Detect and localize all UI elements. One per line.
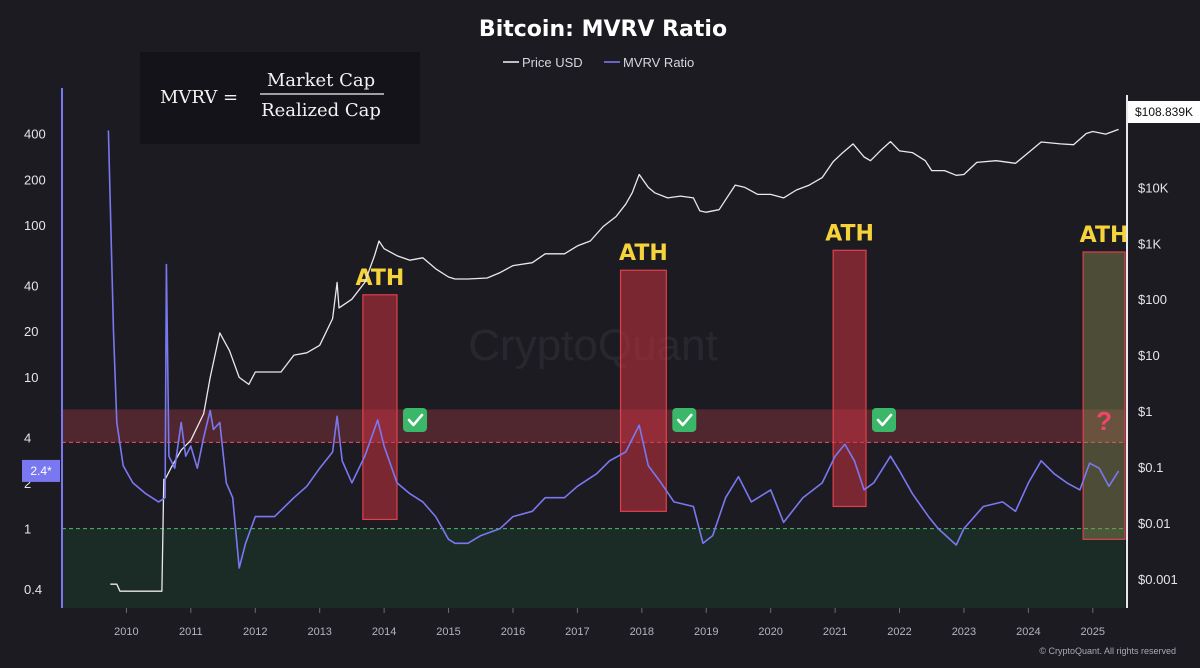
zone-undervalued	[62, 528, 1125, 608]
check-badge	[672, 407, 697, 432]
check-icon	[407, 413, 424, 427]
left-tick-label: 40	[24, 278, 38, 293]
x-tick-label: 2014	[372, 626, 396, 638]
series-layer	[107, 128, 1120, 592]
formula-box: MVRV = Market Cap Realized Cap	[140, 52, 420, 144]
price-series-line	[110, 128, 1119, 592]
left-tick-label: 0.4	[24, 582, 42, 597]
left-tick-label: 2	[24, 476, 31, 491]
axes-layer: 0.4 1 2 4 10 20 40 100 200 400 $0.001 $0.01 $0.1 $1 $1…	[22, 88, 1200, 638]
x-tick-label: 2012	[243, 626, 267, 638]
ath-label: ATH	[825, 221, 874, 246]
formula-numerator: Market Cap	[267, 70, 375, 91]
x-tick-label: 2019	[694, 626, 718, 638]
x-tick-label: 2025	[1081, 626, 1105, 638]
right-tick-label: $100	[1138, 292, 1167, 307]
last-price-tag	[1128, 101, 1200, 123]
watermark: CryptoQuant	[468, 321, 717, 370]
current-mvrv-label: 2.4*	[30, 464, 52, 478]
right-tick-label: $0.01	[1138, 516, 1171, 531]
x-tick-label: 2016	[501, 626, 525, 638]
ath-highlight-box	[832, 249, 867, 508]
right-tick-label: $1	[1138, 404, 1152, 419]
ath-label: ATH	[1080, 223, 1129, 248]
x-tick-label: 2015	[436, 626, 460, 638]
formula-background	[140, 52, 420, 144]
left-tick-label: 20	[24, 324, 38, 339]
zone-overvalued	[62, 409, 1125, 443]
x-tick-label: 2011	[179, 626, 203, 638]
question-mark: ?	[1096, 406, 1112, 436]
check-badge	[403, 407, 428, 432]
formula-denominator: Realized Cap	[261, 100, 381, 121]
x-tick-label: 2020	[758, 626, 782, 638]
x-tick-label: 2017	[565, 626, 589, 638]
formula-lhs: MVRV =	[160, 87, 238, 108]
right-tick-label: $0.1	[1138, 460, 1163, 475]
ath-highlight-box	[619, 269, 667, 512]
check-icon	[876, 413, 893, 427]
current-mvrv-tag	[22, 459, 60, 482]
x-tick-label: 2024	[1016, 626, 1040, 638]
x-tick-label: 2021	[823, 626, 847, 638]
x-tick-label: 2010	[114, 626, 138, 638]
right-tick-label: $0.001	[1138, 572, 1178, 587]
footer-copyright: © CryptoQuant. All rights reserved	[1039, 646, 1176, 656]
legend-label-mvrv[interactable]: MVRV Ratio	[623, 55, 694, 70]
ath-highlight-box	[362, 294, 398, 521]
left-tick-label: 10	[24, 370, 38, 385]
chart-title: Bitcoin: MVRV Ratio	[479, 17, 727, 42]
right-tick-label: $10K	[1138, 180, 1169, 195]
mvrv-series-line	[107, 130, 1120, 569]
check-icon	[676, 413, 693, 427]
ath-label: ATH	[356, 266, 405, 291]
check-badge	[872, 407, 897, 432]
right-tick-label: $1K	[1138, 236, 1161, 251]
legend: Price USD MVRV Ratio	[503, 55, 694, 70]
left-tick-label: 400	[24, 127, 46, 142]
ath-highlight-box	[1082, 251, 1126, 540]
x-tick-label: 2022	[887, 626, 911, 638]
x-tick-label: 2023	[952, 626, 976, 638]
right-tick-label: $10	[1138, 348, 1160, 363]
ath-label: ATH	[619, 241, 668, 266]
left-tick-label: 200	[24, 172, 46, 187]
left-tick-label: 1	[24, 522, 31, 537]
legend-label-price[interactable]: Price USD	[522, 55, 583, 70]
last-price-label: $108.839K	[1135, 105, 1193, 119]
x-tick-label: 2018	[630, 626, 654, 638]
x-tick-label: 2013	[307, 626, 331, 638]
left-tick-label: 100	[24, 218, 46, 233]
left-tick-label: 4	[24, 430, 31, 445]
ath-annotation-layer: ATH ATH ATH ATH?	[356, 221, 1129, 540]
